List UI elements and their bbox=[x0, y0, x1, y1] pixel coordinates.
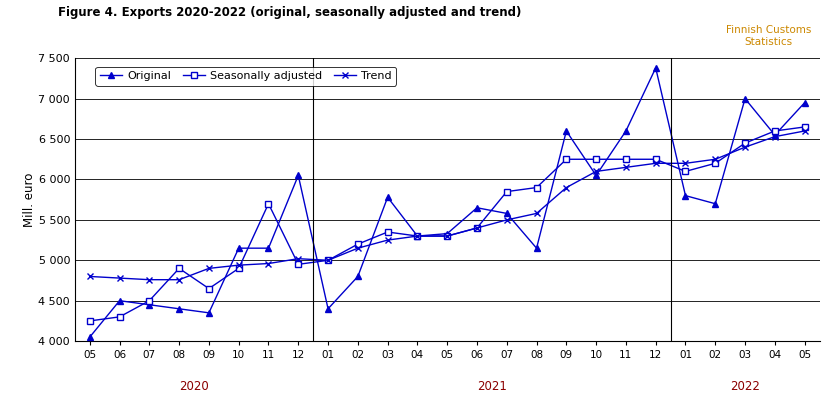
Text: 2022: 2022 bbox=[730, 380, 760, 393]
Y-axis label: Mill. euro: Mill. euro bbox=[22, 173, 36, 227]
Text: Finnish Customs
Statistics: Finnish Customs Statistics bbox=[726, 25, 811, 47]
Text: Figure 4. Exports 2020-2022 (original, seasonally adjusted and trend): Figure 4. Exports 2020-2022 (original, s… bbox=[58, 6, 522, 19]
Text: 2021: 2021 bbox=[477, 380, 507, 393]
Text: 2020: 2020 bbox=[179, 380, 209, 393]
Legend: Original, Seasonally adjusted, Trend: Original, Seasonally adjusted, Trend bbox=[96, 67, 396, 86]
